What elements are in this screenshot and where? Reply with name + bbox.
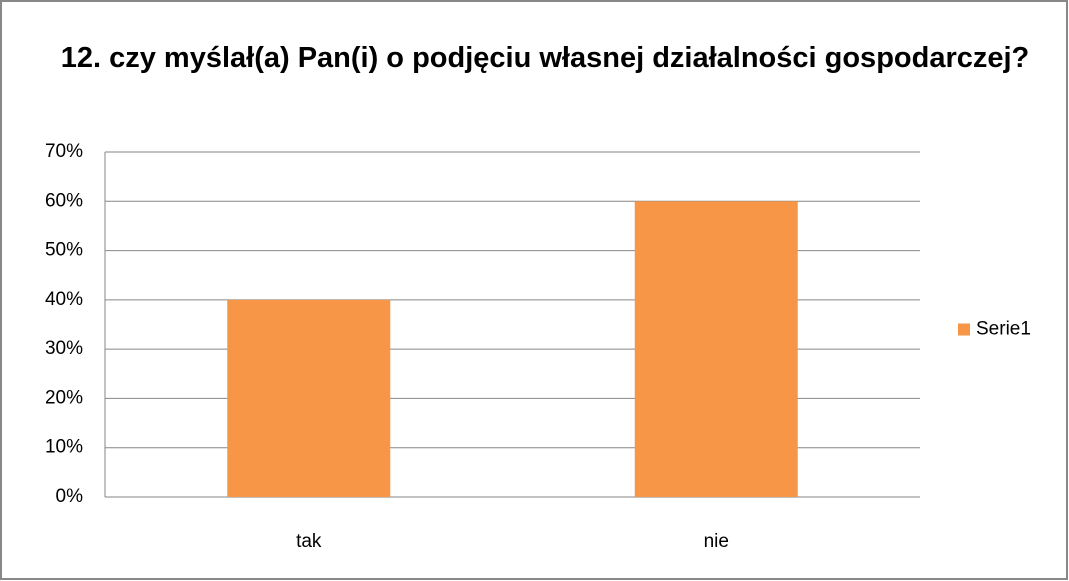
y-tick-label: 60% (45, 190, 83, 211)
y-tick-label: 10% (45, 437, 83, 458)
legend-label: Serie1 (976, 319, 1031, 340)
legend-swatch (958, 323, 970, 336)
x-tick-label: tak (296, 531, 322, 552)
y-tick-label: 30% (45, 338, 83, 359)
y-tick-label: 40% (45, 289, 83, 310)
chart-title: 12. czy myślał(a) Pan(i) o podjęciu włas… (60, 42, 1030, 74)
x-tick-label: nie (704, 531, 729, 552)
y-tick-label: 50% (45, 240, 83, 261)
y-tick-label: 70% (45, 141, 83, 162)
bar (634, 201, 798, 498)
bar (227, 299, 391, 497)
y-tick-label: 0% (56, 486, 84, 507)
y-tick-label: 20% (45, 387, 83, 408)
